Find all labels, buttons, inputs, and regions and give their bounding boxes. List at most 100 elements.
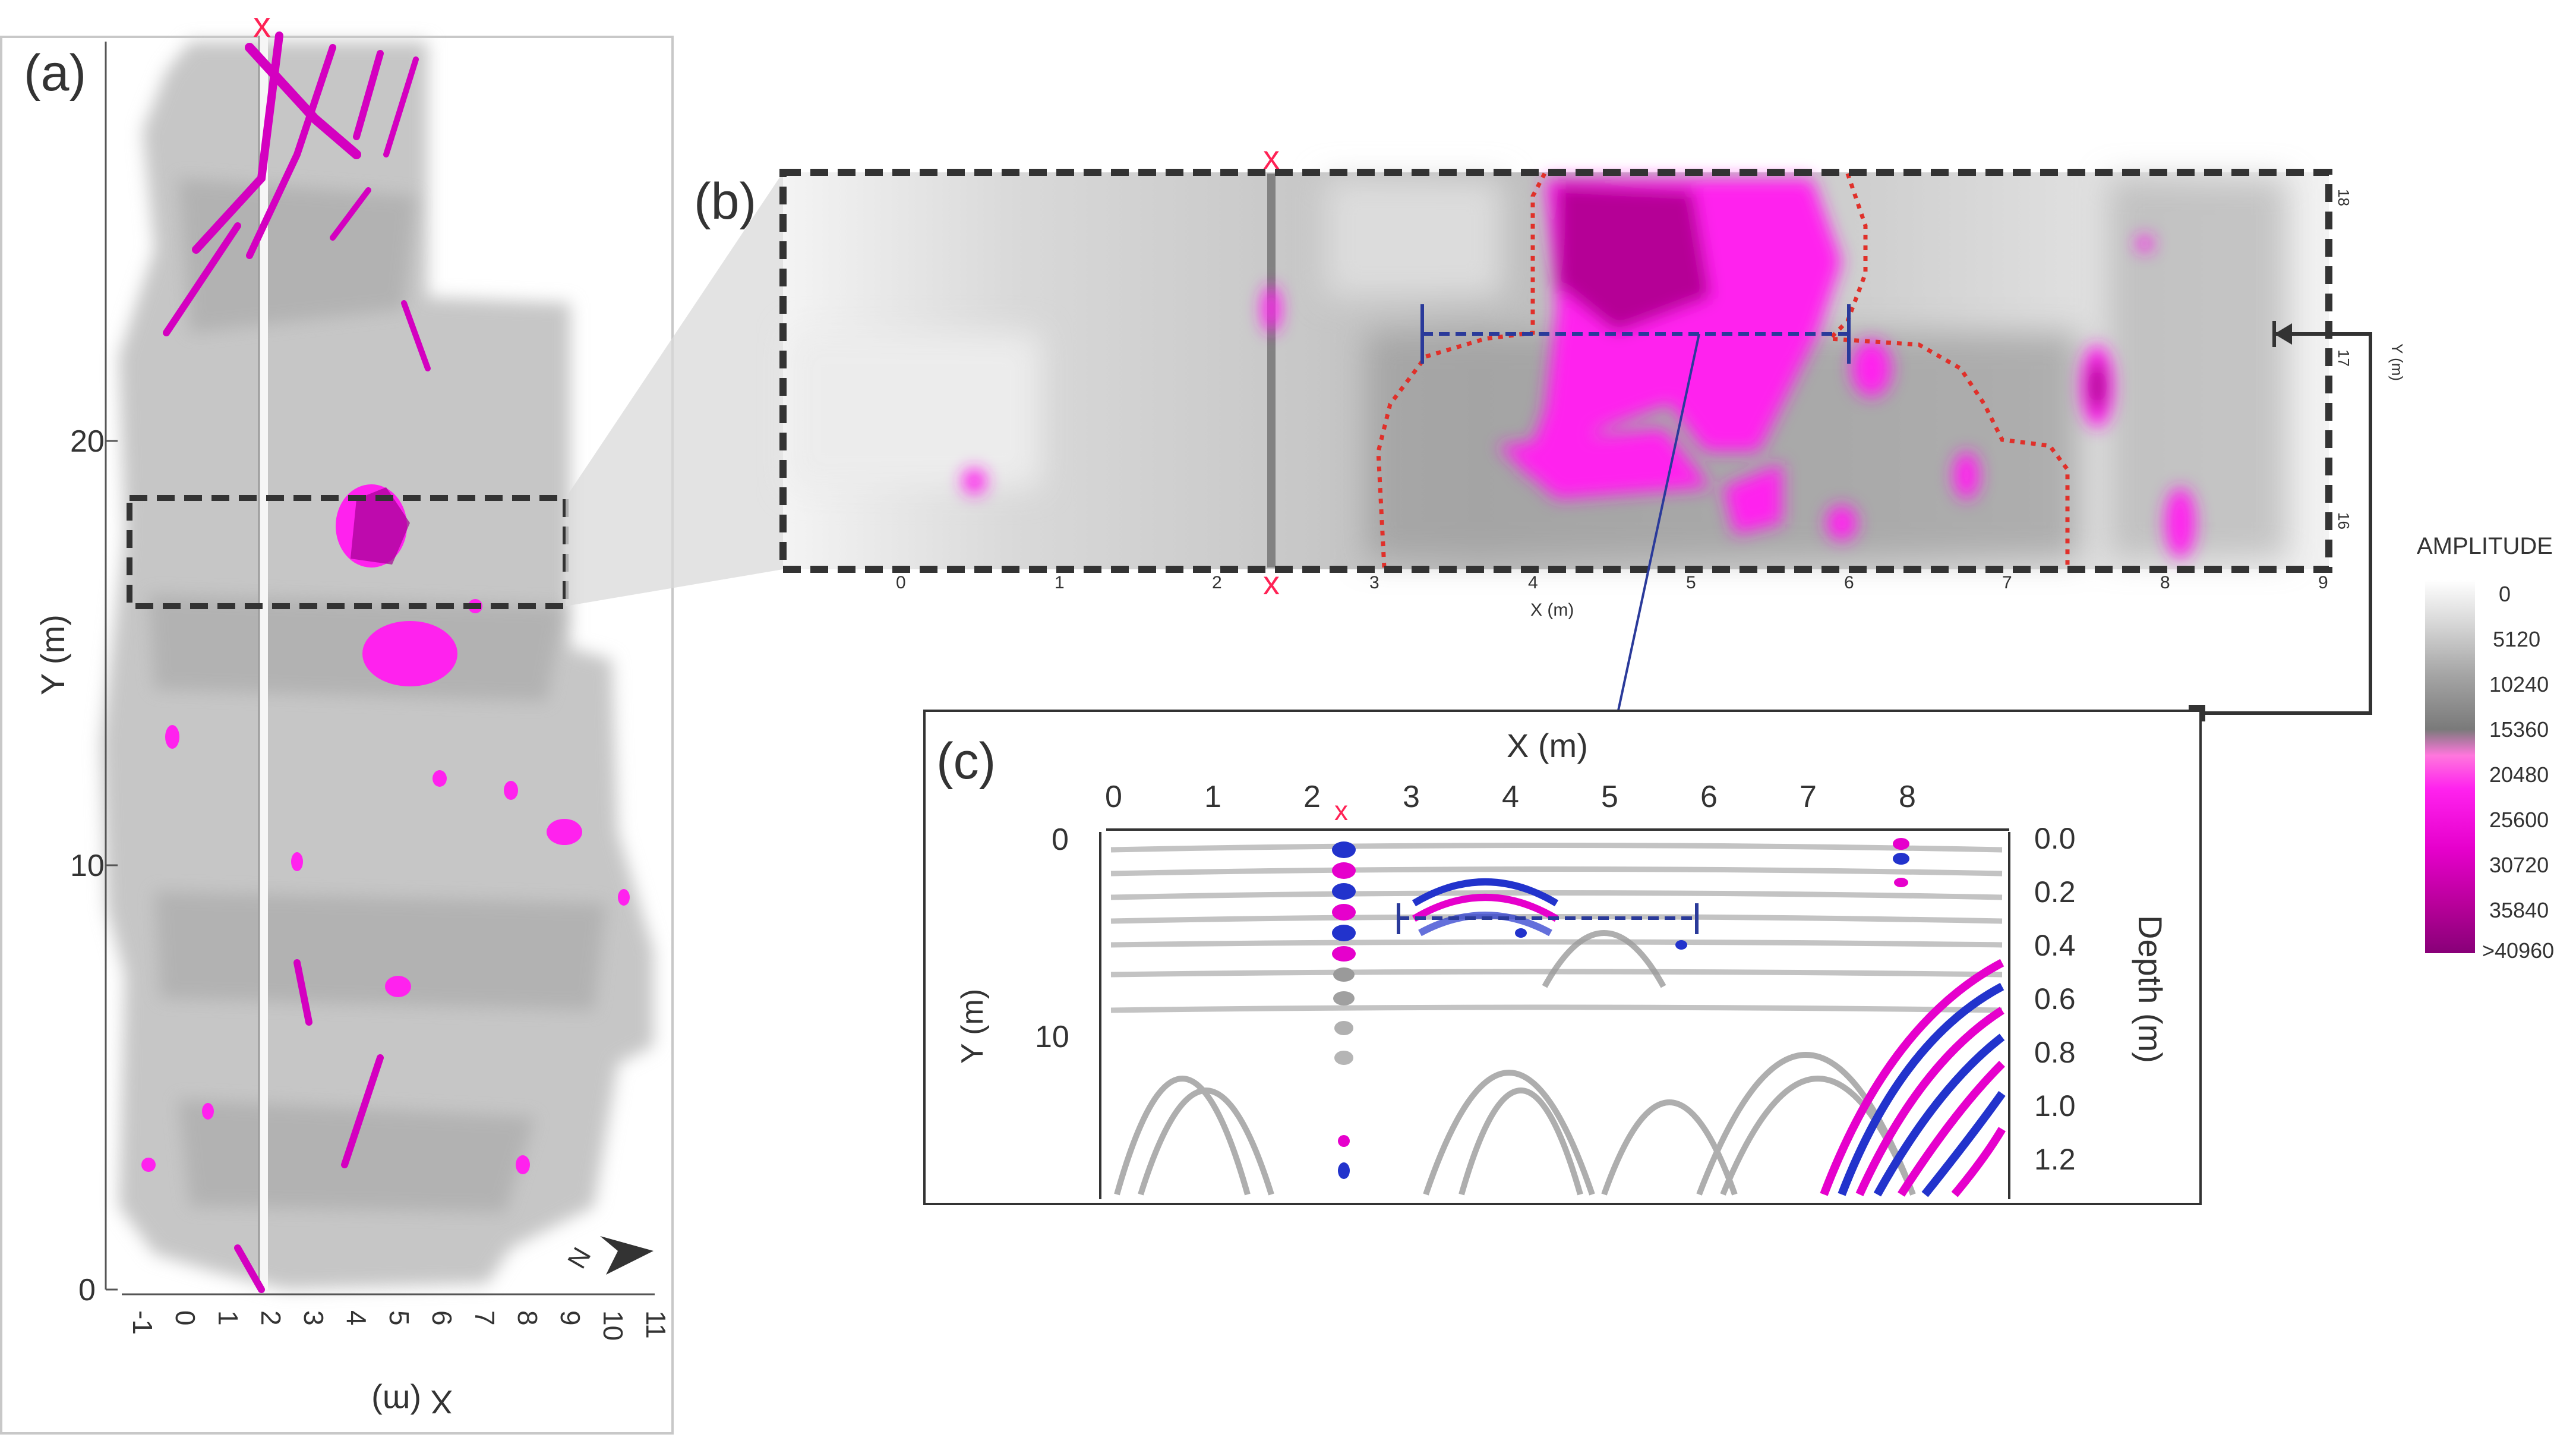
panel-b-x-tick: 3 [1369,573,1379,592]
panel-c-profile-segment [1397,903,1699,934]
panel-c-target-reflection [1412,878,1559,937]
panel-a-x-tick: 9 [555,1310,586,1326]
panel-b-x-tick: 2 [1212,573,1222,592]
panel-b-x-ticks: 0 1 2 3 4 5 6 7 8 9 [896,573,2328,592]
panel-a-x-label: X (m) [371,1383,453,1421]
panel-b-texture [790,178,2287,559]
panel-c-x-label: X (m) [1507,727,1588,764]
panel-c-small-targets [1515,838,1909,950]
panel-c-depth-tick: 0.6 [2034,982,2076,1016]
panel-b-x-tick: 5 [1686,573,1696,592]
panel-c-pipe-column [1332,841,1356,1179]
legend-label: 10240 [2489,672,2549,696]
panel-c: (c) X (m) [923,710,2202,1205]
panel-c-y-label: Y (m) [955,989,990,1064]
amplitude-legend: AMPLITUDE 0 5120 10240 15360 20480 25600… [2417,533,2554,963]
panel-a-x-tick: 0 [170,1310,201,1326]
panel-c-depth-tick: 1.2 [2034,1143,2076,1176]
legend-label: 20480 [2489,762,2549,787]
panel-a-y-axis [105,42,118,1291]
panel-c-x-tick: 5 [1601,780,1618,814]
panel-c-x-tick: 3 [1403,780,1420,814]
panel-a: (a) [0,5,783,1435]
panel-b-zoom-frame [779,169,2332,573]
panel-c-y-tick: 0 [1052,822,1069,857]
panel-a-x-tick: 3 [298,1310,329,1326]
panel-b-profile-segment [1420,304,1851,364]
panel-a-anomalies [163,31,431,1293]
panel-a-x-tick: 8 [512,1310,543,1326]
panel-a-marker: x [253,5,271,45]
panel-c-label: (c) [936,733,996,790]
panel-b-label: (b) [694,173,756,230]
north-label: N [562,1243,596,1274]
panel-b: (b) [694,138,2406,620]
panel-a-x-tick: 2 [255,1310,286,1326]
panel-c-deep-reflectors [1820,959,2006,1197]
panel-c-depth-ticks: 0.0 0.2 0.4 0.6 0.8 1.0 1.2 [2034,822,2076,1176]
panel-c-x-tick: 8 [1899,780,1916,814]
panel-b-y-ticks: 16 17 18 [2335,189,2353,529]
panel-c-depth-label: Depth (m) [2132,915,2169,1063]
panel-a-x-tick: -1 [127,1310,158,1335]
panel-b-y-tick: 17 [2335,349,2353,367]
panel-c-depth-tick: 0.4 [2034,929,2076,962]
panel-b-x-tick: 1 [1055,573,1065,592]
panel-b-x-tick: 8 [2160,573,2170,592]
panel-a-x-tick: 4 [341,1310,372,1326]
legend-label: 35840 [2489,898,2549,922]
panel-c-x-tick: 7 [1800,780,1817,814]
panel-a-y-label: Y (m) [34,614,71,695]
panel-c-marker: x [1334,795,1348,826]
legend-label: 25600 [2489,808,2549,832]
panel-c-x-tick: 0 [1105,780,1122,814]
panel-a-x-tick: 11 [640,1310,671,1339]
panel-b-x-tick: 4 [1528,573,1538,592]
panel-c-radargram [1106,838,2009,1199]
panel-c-x-tick: 4 [1502,780,1519,814]
panel-a-survey-map [101,31,654,1293]
panel-c-x-tick: 6 [1700,780,1718,814]
panel-c-hyperbolas [1114,930,1916,1196]
panel-c-depth-tick: 0.0 [2034,822,2076,855]
legend-color-bar [2425,580,2475,953]
panel-b-x-tick: 7 [2002,573,2012,592]
north-arrow-icon: N [562,1236,654,1275]
panel-b-marker-top: x [1263,138,1280,176]
panel-b-boundary [1376,172,2070,568]
panel-a-y-tick-1: 10 [70,849,105,883]
panel-b-x-label: X (m) [1530,600,1574,620]
panel-b-x-tick: 0 [896,573,906,592]
panel-b-y-tick: 16 [2335,512,2353,529]
panel-a-y-tick-0: 0 [78,1273,96,1307]
panel-a-x-tick: 7 [469,1310,500,1326]
panel-c-axes [1099,828,2010,1199]
panel-b-marker-bottom: x [1263,564,1280,601]
panel-c-depth-tick: 0.8 [2034,1036,2076,1069]
panel-b-y-label: Y (m) [2388,343,2406,381]
legend-label: 30720 [2489,853,2549,877]
panel-a-x-tick: 1 [213,1310,244,1326]
panel-b-x-tick: 9 [2318,573,2328,592]
legend-label: 15360 [2489,717,2549,742]
panel-c-x-tick: 1 [1204,780,1221,814]
panel-a-x-tick: 10 [598,1310,629,1341]
panel-b-anomaly-blobs [962,178,2196,559]
panel-a-frame [0,36,674,1435]
panel-a-x-tick: 5 [384,1310,415,1326]
panel-a-label: (a) [24,45,86,102]
legend-label: 5120 [2493,627,2540,651]
panel-b-y-tick: 18 [2335,189,2353,206]
panel-c-y-tick: 10 [1035,1020,1069,1054]
panel-c-y-ticks: 0 10 [1035,822,1069,1054]
legend-labels: 0 5120 10240 15360 20480 25600 30720 358… [2482,582,2554,963]
zoom-connector [566,172,783,606]
panel-a-x-tick-labels: -1 0 1 2 3 4 5 6 7 8 9 10 11 [127,1310,671,1341]
legend-label: >40960 [2482,938,2554,963]
panel-b-x-tick: 6 [1844,573,1854,592]
panel-a-y-tick-2: 20 [70,424,105,459]
panel-a-x-tick: 6 [427,1310,457,1326]
panel-c-depth-tick: 0.2 [2034,875,2076,909]
panel-c-x-ticks: 0 1 2 3 4 5 6 7 8 [1105,780,1916,814]
